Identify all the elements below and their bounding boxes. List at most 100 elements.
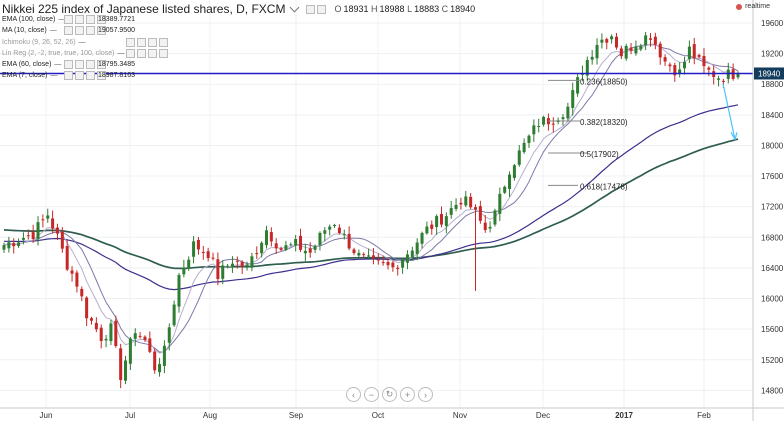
y-tick-label: 16800 — [761, 233, 784, 242]
candle-body — [240, 261, 244, 267]
candle — [464, 190, 468, 208]
settings-icon[interactable] — [137, 49, 146, 58]
indicator-row[interactable]: Lin Reg (2, -2, true, true, 100, close) — — [2, 48, 168, 59]
more-icon[interactable] — [159, 49, 168, 58]
candle — [435, 214, 439, 235]
indicator-row[interactable]: MA (10, close) — 19057.9500 — [2, 25, 135, 36]
candle — [405, 250, 409, 270]
zoom-in-icon[interactable]: + — [400, 387, 415, 402]
candle-body — [342, 234, 346, 236]
delete-icon[interactable] — [86, 26, 95, 35]
zoom-out-icon[interactable]: − — [364, 387, 379, 402]
candle-body — [230, 263, 234, 267]
candle — [415, 238, 419, 261]
candle-body — [478, 206, 482, 221]
candle-body — [658, 43, 662, 58]
candle-body — [405, 254, 409, 263]
candle — [605, 37, 609, 50]
delete-icon[interactable] — [86, 15, 95, 24]
candle-body — [425, 226, 429, 234]
settings-icon[interactable] — [75, 71, 84, 80]
candle — [678, 62, 682, 78]
candle-body — [235, 260, 239, 262]
candle — [26, 229, 30, 240]
candle-body — [245, 264, 249, 268]
eye-icon[interactable] — [126, 49, 135, 58]
settings-icon[interactable] — [75, 60, 84, 69]
more-icon[interactable] — [159, 38, 168, 47]
candle — [284, 240, 288, 252]
scroll-left-icon[interactable]: ‹ — [346, 387, 361, 402]
eye-icon[interactable] — [64, 60, 73, 69]
reset-icon[interactable]: ↻ — [382, 387, 397, 402]
candle-body — [435, 216, 439, 228]
candle — [201, 245, 205, 260]
eye-icon[interactable] — [64, 26, 73, 35]
indicator-row[interactable]: EMA (100, close) — 18389.7721 — [2, 14, 135, 25]
candle-body — [517, 150, 521, 165]
candle-body — [357, 252, 361, 256]
candle-body — [182, 267, 186, 275]
candle-body — [260, 242, 264, 254]
indicator-value: 18389.7721 — [98, 16, 135, 23]
candle — [128, 336, 132, 371]
candle-body — [614, 36, 618, 48]
candle-body — [70, 270, 74, 274]
settings-icon[interactable] — [137, 38, 146, 47]
eye-icon[interactable] — [64, 71, 73, 80]
settings-icon[interactable] — [75, 26, 84, 35]
candle-body — [508, 174, 512, 189]
delete-icon[interactable] — [148, 49, 157, 58]
delete-icon[interactable] — [86, 60, 95, 69]
candle-body — [415, 242, 419, 255]
candle-body — [444, 216, 448, 226]
settings-square-icon[interactable] — [317, 4, 327, 14]
indicator-row[interactable]: Ichimoku (9, 26, 52, 26) — — [2, 37, 168, 48]
candle — [70, 266, 74, 282]
y-tick-label: 16400 — [761, 264, 784, 273]
candle-body — [158, 364, 162, 373]
candle — [639, 43, 643, 52]
candle-body — [736, 73, 740, 78]
candle — [12, 238, 16, 254]
candle-body — [313, 245, 317, 250]
delete-icon[interactable] — [148, 38, 157, 47]
candle — [211, 252, 215, 261]
dash-icon: — — [49, 27, 57, 34]
candle-body — [498, 193, 502, 214]
chart-grid — [0, 0, 753, 408]
chevron-down-icon[interactable] — [290, 2, 300, 13]
candle — [459, 197, 463, 210]
more-icon[interactable] — [97, 71, 106, 80]
indicator-row[interactable]: EMA (60, close) — 18795.3485 — [2, 59, 135, 70]
candle-body — [634, 46, 638, 54]
indicator-value: 18987.8163 — [98, 72, 135, 79]
indicator-row[interactable]: EMA (7, close) — 18987.8163 — [2, 70, 135, 81]
candle-body — [177, 274, 181, 307]
candle — [323, 227, 327, 242]
candle-body — [673, 65, 677, 76]
x-tick-label: Feb — [697, 411, 711, 420]
settings-icon[interactable] — [75, 15, 84, 24]
y-tick-label: 15200 — [761, 356, 784, 365]
candle — [41, 214, 45, 228]
candle-body — [376, 259, 380, 261]
candle — [94, 317, 98, 333]
scroll-right-icon[interactable]: › — [418, 387, 433, 402]
delete-icon[interactable] — [86, 71, 95, 80]
settings-square-icon[interactable] — [306, 4, 316, 14]
more-icon[interactable] — [97, 60, 106, 69]
more-icon[interactable] — [97, 15, 106, 24]
eye-icon[interactable] — [126, 38, 135, 47]
candle-body — [196, 239, 200, 250]
candle — [595, 38, 599, 65]
candle-body — [21, 238, 25, 240]
candle — [571, 82, 575, 116]
candle-body — [250, 256, 254, 268]
more-icon[interactable] — [97, 26, 106, 35]
dash-icon: — — [78, 39, 86, 46]
eye-icon[interactable] — [64, 15, 73, 24]
candle-body — [264, 230, 268, 246]
candle — [85, 296, 89, 327]
